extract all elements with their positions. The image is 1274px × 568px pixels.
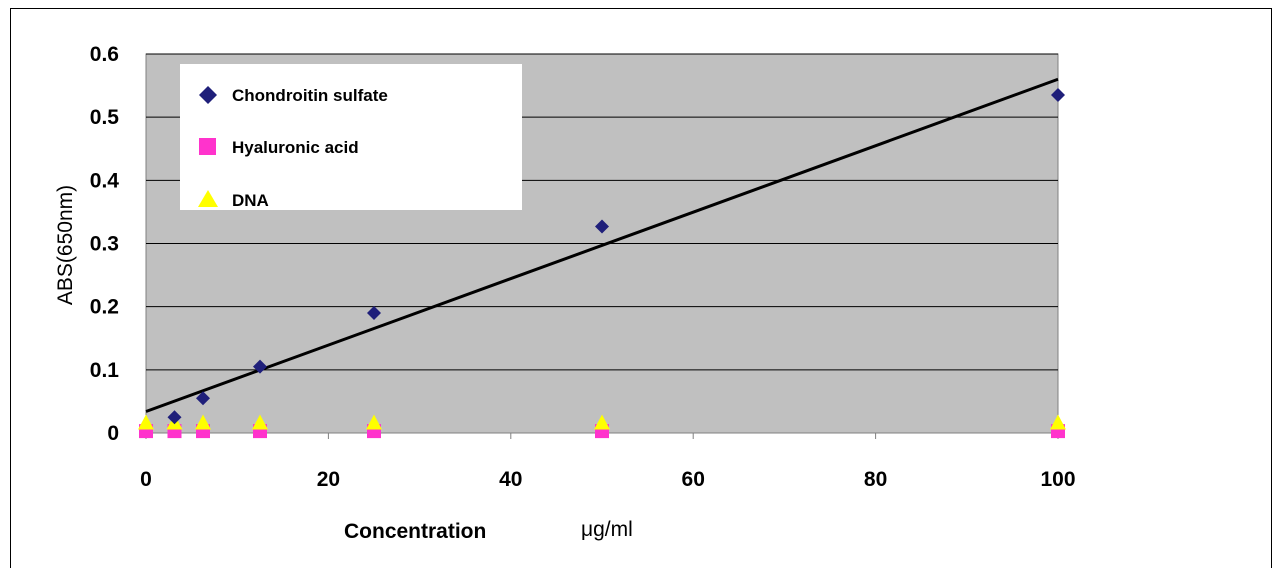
legend-box xyxy=(180,64,522,210)
point-chondroitin-sulfate xyxy=(367,305,381,320)
point-dna xyxy=(1050,414,1066,430)
point-chondroitin-sulfate xyxy=(167,410,182,425)
point-chondroitin-sulfate xyxy=(595,219,609,234)
y-axis-title: ABS(650nm) xyxy=(54,185,77,305)
chart-frame xyxy=(10,8,1272,568)
point-chondroitin-sulfate xyxy=(253,359,267,374)
point-chondroitin-sulfate xyxy=(1051,88,1065,103)
x-axis-title: Concentration xyxy=(344,520,486,543)
point-dna xyxy=(594,414,610,430)
y-tick-label: 0.5 xyxy=(90,106,120,129)
trendline-group xyxy=(145,77,1059,413)
point-dna xyxy=(366,414,382,430)
legend-marker-dna xyxy=(198,190,218,207)
y-tick-label: 0.4 xyxy=(90,169,120,192)
point-dna xyxy=(252,414,268,430)
y-tick-label: 0.1 xyxy=(90,359,120,382)
point-chondroitin-sulfate xyxy=(196,391,210,406)
y-tick-label: 0.6 xyxy=(90,43,119,66)
legend-marker-hyaluronic xyxy=(199,138,216,155)
x-tick-label: 80 xyxy=(864,468,887,491)
x-axis-unit: μg/ml xyxy=(581,518,633,541)
legend-marker-chondroitin xyxy=(199,86,217,104)
legend: Chondroitin sulfate Hyaluronic acid DNA xyxy=(180,64,522,210)
trendline xyxy=(145,77,1059,413)
point-dna xyxy=(138,414,154,430)
y-tick-label: 0.3 xyxy=(90,233,119,256)
legend-label-dna: DNA xyxy=(232,191,269,210)
legend-label-hyaluronic: Hyaluronic acid xyxy=(232,138,359,157)
point-dna xyxy=(195,414,211,430)
axes: 0 0.1 0.2 0.3 0.4 0.5 0.6 0 20 40 60 80 100 xyxy=(90,43,1076,491)
legend-label-chondroitin: Chondroitin sulfate xyxy=(232,86,388,105)
y-tick-label: 0.2 xyxy=(90,296,119,319)
data-points xyxy=(138,88,1066,439)
x-tick-label: 20 xyxy=(317,468,340,491)
x-tick-label: 0 xyxy=(140,468,152,491)
x-tick-label: 100 xyxy=(1040,468,1075,491)
x-tick-label: 60 xyxy=(682,468,705,491)
y-tick-label: 0 xyxy=(107,422,119,445)
x-tick-label: 40 xyxy=(499,468,522,491)
